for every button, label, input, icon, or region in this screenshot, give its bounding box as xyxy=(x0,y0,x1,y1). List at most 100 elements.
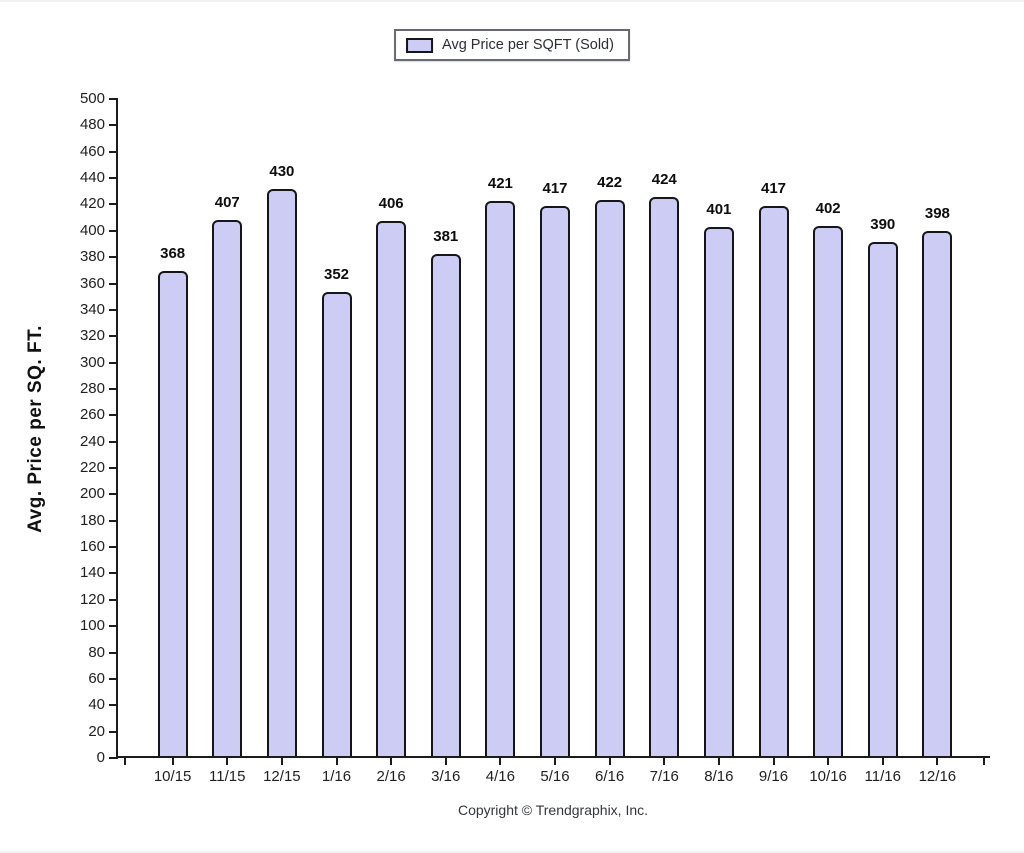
y-tick-mark xyxy=(109,440,118,443)
x-axis-edge-tick xyxy=(124,756,126,765)
x-tick-label: 11/15 xyxy=(209,768,246,785)
x-tick-label: 10/15 xyxy=(153,768,192,785)
y-tick-label: 40 xyxy=(88,696,105,714)
bar-value-label: 368 xyxy=(160,244,186,262)
x-tick-mark xyxy=(881,756,884,765)
y-tick-mark xyxy=(109,519,118,522)
y-tick-label: 460 xyxy=(79,142,105,160)
bar-10/16 xyxy=(813,226,844,756)
x-tick-mark xyxy=(390,756,393,765)
x-tick-mark xyxy=(772,756,775,765)
y-tick-mark xyxy=(109,98,118,100)
x-tick-label: 2/16 xyxy=(376,768,406,785)
bar-value-label: 381 xyxy=(433,227,459,245)
y-tick-mark xyxy=(109,493,118,496)
y-tick-label: 340 xyxy=(79,300,105,318)
y-tick-label: 380 xyxy=(79,248,105,266)
bar-4/16 xyxy=(485,201,516,756)
bar-11/16 xyxy=(867,241,898,756)
x-tick-mark xyxy=(226,756,229,765)
bar-10/15 xyxy=(157,270,188,756)
y-tick-mark xyxy=(109,757,118,759)
y-tick-label: 280 xyxy=(79,379,105,397)
bar-3/16 xyxy=(430,253,461,756)
y-tick-mark xyxy=(109,282,118,285)
legend-label: Avg Price per SQFT (Sold) xyxy=(442,37,614,53)
y-tick-mark xyxy=(109,256,118,259)
y-tick-mark xyxy=(109,150,118,153)
y-tick-label: 180 xyxy=(79,511,105,529)
x-tick-label: 3/16 xyxy=(431,768,461,785)
y-tick-mark xyxy=(109,572,118,575)
bar-value-label: 406 xyxy=(378,194,404,212)
y-tick-label: 300 xyxy=(79,353,105,371)
bar-value-label: 390 xyxy=(870,215,896,233)
y-tick-mark xyxy=(109,546,118,549)
x-tick-mark xyxy=(717,756,720,765)
y-tick-label: 160 xyxy=(79,538,105,556)
x-tick-label: 12/16 xyxy=(918,768,957,785)
x-tick-label: 10/16 xyxy=(809,768,847,785)
y-tick-mark xyxy=(109,335,118,338)
y-tick-mark xyxy=(109,625,118,628)
y-tick-mark xyxy=(109,361,118,364)
y-tick-label: 360 xyxy=(79,274,105,292)
x-tick-label: 11/16 xyxy=(864,768,901,785)
y-tick-label: 500 xyxy=(79,90,105,107)
x-tick-mark xyxy=(663,756,666,765)
y-tick-label: 140 xyxy=(79,564,105,582)
x-tick-label: 9/16 xyxy=(758,768,789,785)
y-tick-mark xyxy=(109,414,118,417)
y-tick-mark xyxy=(109,704,118,707)
bar-2/16 xyxy=(376,220,407,756)
y-tick-label: 260 xyxy=(79,406,105,424)
legend: Avg Price per SQFT (Sold) xyxy=(394,29,630,61)
x-tick-label: 8/16 xyxy=(704,768,734,785)
y-tick-label: 440 xyxy=(79,169,105,187)
x-tick-label: 1/16 xyxy=(321,768,352,785)
bar-value-label: 402 xyxy=(815,200,841,218)
plot-area: 0 20 40 60 80 100 120 140 160 180 200 220 240 260 280 3… xyxy=(80,90,990,785)
copyright-text: Copyright © Trendgraphix, Inc. xyxy=(457,802,649,818)
x-tick-mark xyxy=(444,756,447,765)
y-tick-mark xyxy=(109,651,118,654)
bar-value-label: 417 xyxy=(760,180,787,198)
y-tick-label: 200 xyxy=(79,485,105,503)
legend-swatch xyxy=(406,37,434,53)
x-tick-label: 12/15 xyxy=(263,768,301,785)
bar-6/16 xyxy=(594,199,625,756)
x-tick-mark xyxy=(280,756,283,765)
bar-12/16 xyxy=(922,231,953,756)
y-tick-mark xyxy=(109,467,118,470)
y-tick-label: 60 xyxy=(88,669,105,687)
bar-7/16 xyxy=(649,197,680,756)
y-tick-mark xyxy=(109,730,118,733)
chart-plot-wrap: 0 20 40 60 80 100 120 140 160 180 200 220 240 260 280 3… xyxy=(80,90,990,785)
y-tick-mark xyxy=(109,308,118,311)
y-tick-label: 420 xyxy=(79,195,105,213)
x-axis-edge-tick xyxy=(983,756,985,765)
bar-value-label: 424 xyxy=(651,171,677,189)
x-tick-mark xyxy=(499,756,502,765)
y-tick-mark xyxy=(109,177,118,180)
bar-1/16 xyxy=(321,292,352,756)
x-tick-label: 4/16 xyxy=(485,768,515,785)
y-tick-mark xyxy=(109,387,118,390)
y-tick-label: 0 xyxy=(96,749,105,766)
bar-value-label: 398 xyxy=(924,205,950,223)
x-tick-label: 6/16 xyxy=(595,768,625,785)
y-tick-label: 120 xyxy=(79,590,105,608)
y-tick-label: 100 xyxy=(79,617,105,635)
y-tick-mark xyxy=(109,229,118,232)
bar-value-label: 422 xyxy=(597,173,623,191)
y-tick-mark xyxy=(109,124,118,127)
bar-value-label: 401 xyxy=(706,201,732,219)
y-tick-label: 220 xyxy=(79,459,105,477)
x-tick-mark xyxy=(554,756,556,765)
x-tick-mark xyxy=(171,756,174,765)
y-tick-label: 320 xyxy=(79,327,105,345)
bar-12/15 xyxy=(266,189,297,756)
x-tick-mark xyxy=(335,756,338,765)
x-tick-mark xyxy=(608,756,611,765)
